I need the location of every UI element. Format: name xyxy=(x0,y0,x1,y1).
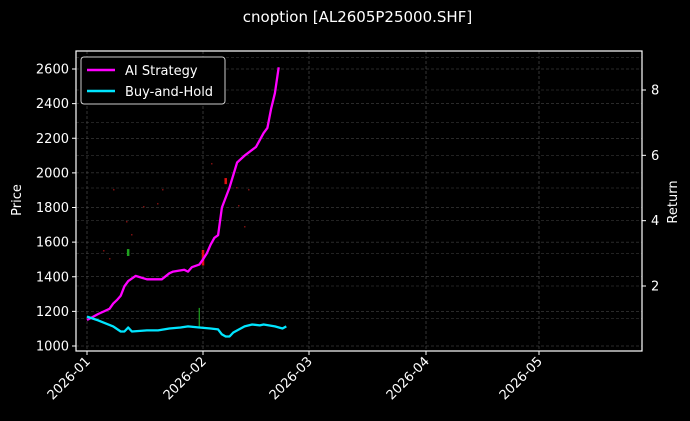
y-tick-label: 1400 xyxy=(36,270,69,285)
y-axis-label: Price xyxy=(10,184,25,216)
chart-title: cnoption [AL2605P25000.SHF] xyxy=(242,8,473,26)
y2-tick-label: 2 xyxy=(651,280,659,295)
signal-dot xyxy=(162,189,164,191)
x-tick-label: 2026-04 xyxy=(384,354,433,403)
legend: AI Strategy Buy-and-Hold xyxy=(80,56,226,105)
series-line-ai-strategy xyxy=(86,67,280,322)
x-tick-label: 2026-02 xyxy=(161,354,210,403)
legend-label-ai-strategy: AI Strategy xyxy=(125,64,198,79)
x-axis: 2026-01 2026-02 2026-03 2026-04 2026-05 xyxy=(45,351,546,403)
y2-tick-label: 4 xyxy=(651,214,659,229)
x-tick-label: 2026-05 xyxy=(497,354,546,403)
signal-dot xyxy=(236,187,238,189)
signal-dot xyxy=(113,189,115,191)
trade-markers xyxy=(103,163,250,327)
signal-dot xyxy=(211,163,213,165)
signal-dot xyxy=(244,226,246,228)
signal-dot xyxy=(109,258,111,260)
signal-dot xyxy=(238,205,240,207)
series-lines xyxy=(86,67,287,338)
legend-box xyxy=(80,56,226,105)
signal-dot xyxy=(131,234,133,236)
signal-dot xyxy=(157,203,159,205)
y-tick-label: 1600 xyxy=(36,236,69,251)
signal-dot xyxy=(143,206,145,208)
y-tick-label: 1200 xyxy=(36,305,69,320)
y-axis-left: 1000 1200 1400 1600 1800 2000 2200 2400 2600 xyxy=(36,63,76,355)
x-tick-label: 2026-03 xyxy=(267,354,316,403)
legend-label-buy-and-hold: Buy-and-Hold xyxy=(125,85,213,100)
x-tick-label: 2026-01 xyxy=(45,354,94,403)
y-tick-label: 2000 xyxy=(36,166,69,181)
series-line-buy-and-hold xyxy=(86,315,287,338)
y-tick-label: 2200 xyxy=(36,132,69,147)
y-tick-label: 2400 xyxy=(36,97,69,112)
y2-tick-label: 8 xyxy=(651,84,659,99)
plot-frame xyxy=(75,50,643,352)
signal-dot xyxy=(103,250,105,252)
y-tick-label: 1800 xyxy=(36,201,69,216)
signal-dot xyxy=(126,221,128,223)
signal-dot xyxy=(248,189,250,191)
y-axis-right: 2 4 6 8 xyxy=(642,84,659,295)
y2-axis-label: Return xyxy=(666,180,681,223)
y2-tick-label: 6 xyxy=(651,149,659,164)
y-tick-label: 2600 xyxy=(36,63,69,78)
y-tick-label: 1000 xyxy=(36,340,69,355)
